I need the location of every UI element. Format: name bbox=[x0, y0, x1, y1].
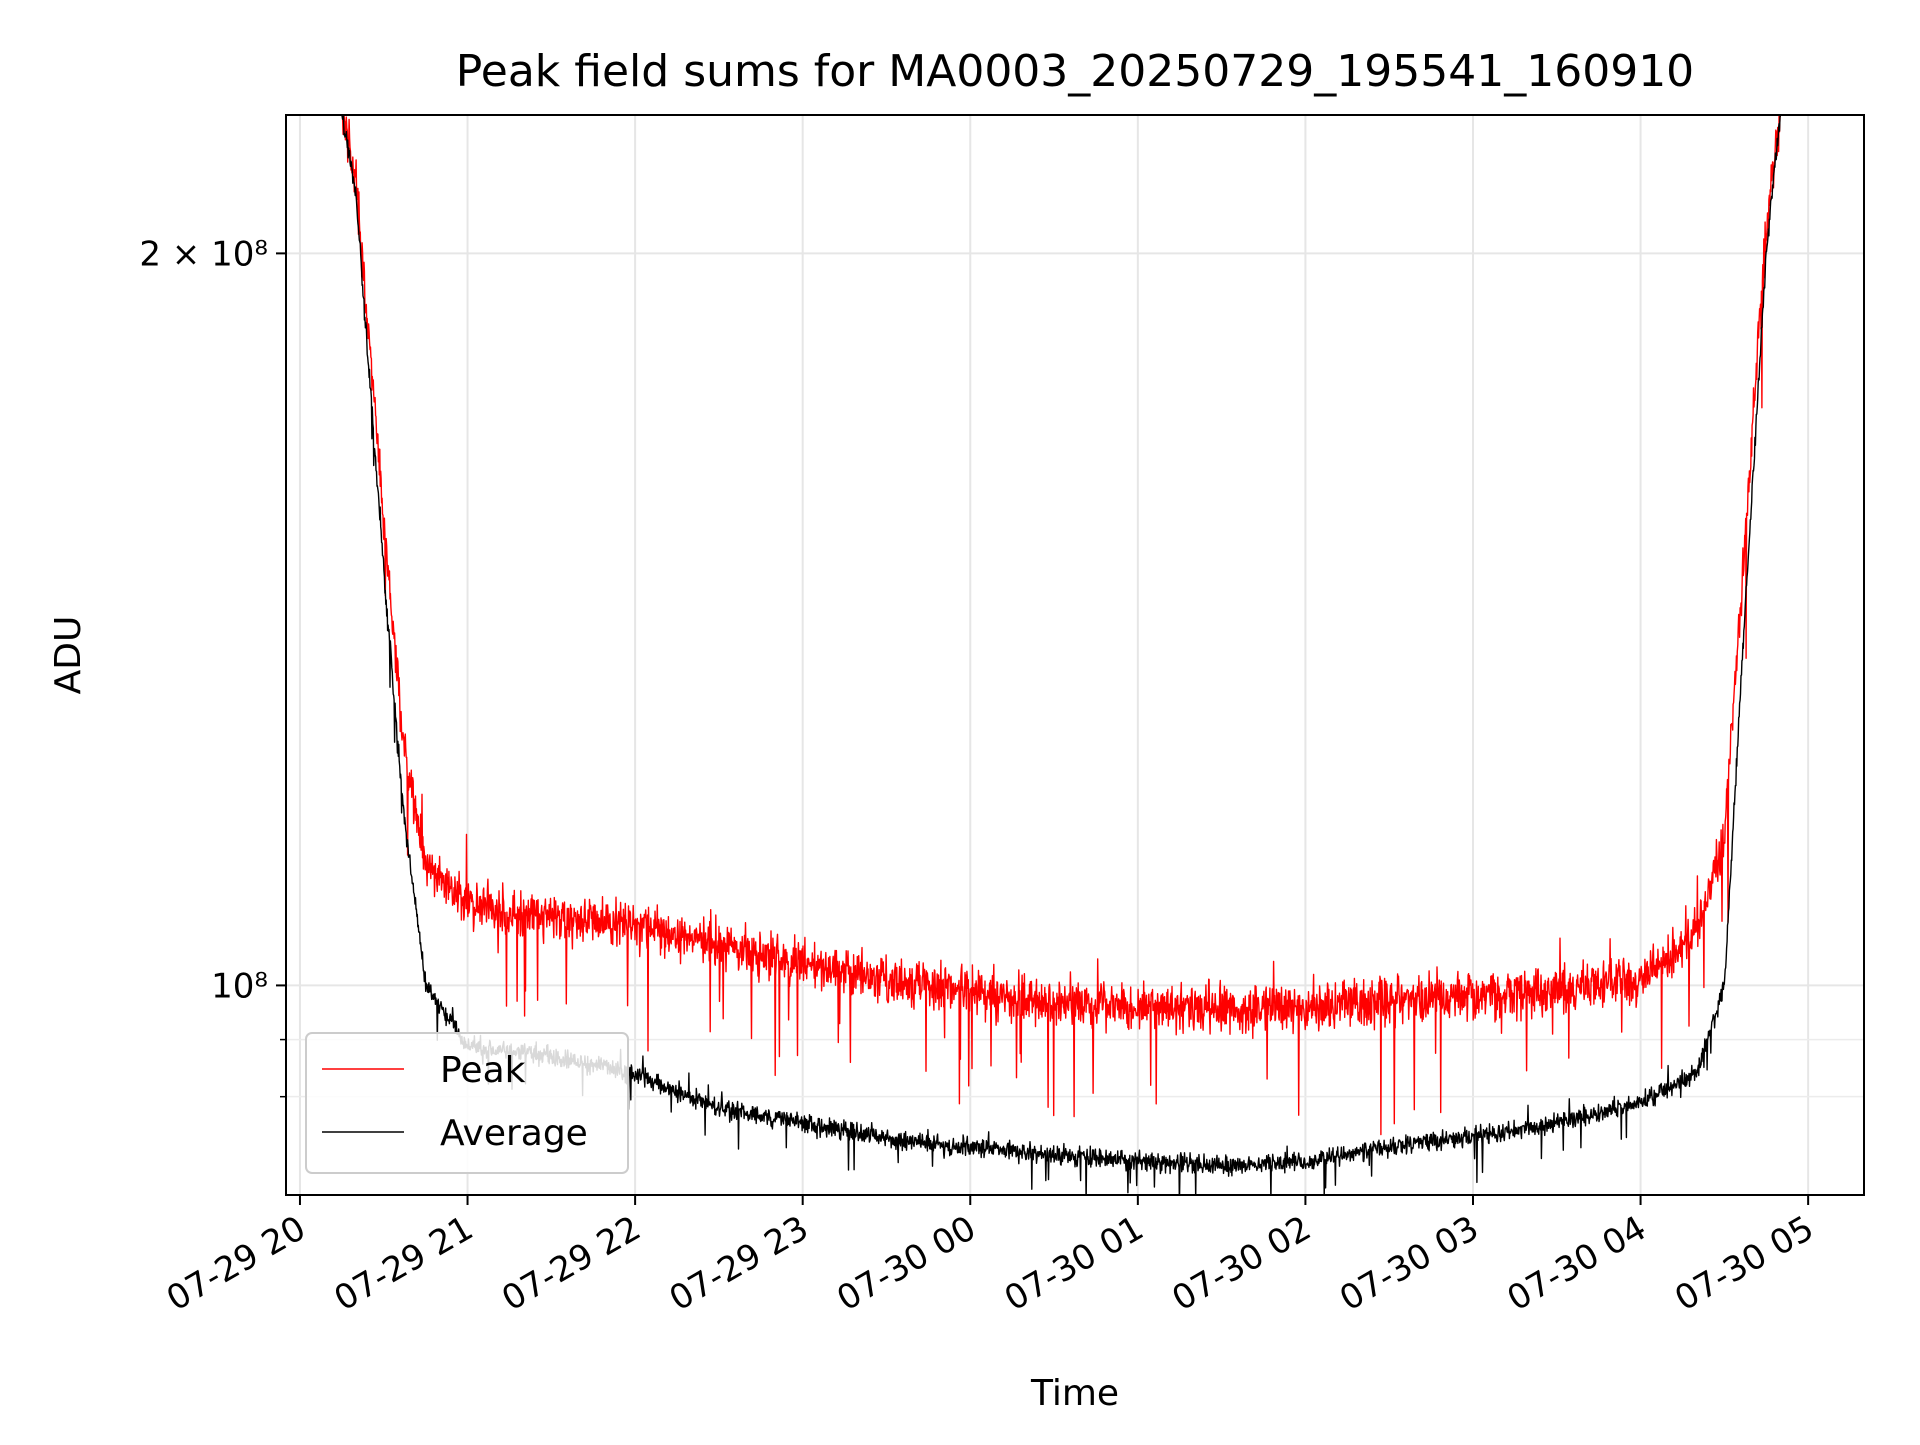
y-tick-label: 2 × 10⁸ bbox=[139, 234, 268, 274]
y-axis-label: ADU bbox=[48, 616, 89, 695]
legend-box bbox=[305, 1032, 629, 1174]
y-tick-label: 10⁸ bbox=[211, 966, 268, 1006]
x-axis-label: Time bbox=[1030, 1373, 1119, 1414]
series-line-peak bbox=[286, 115, 1864, 1136]
legend-label-average: Average bbox=[440, 1113, 588, 1154]
plot-frame bbox=[285, 114, 1865, 1196]
legend: Peak Average bbox=[305, 1032, 629, 1174]
y-axis: 2 × 10⁸ 10⁸ bbox=[139, 234, 286, 1098]
legend-label-peak: Peak bbox=[440, 1050, 526, 1091]
chart-title: Peak field sums for MA0003_20250729_1955… bbox=[456, 46, 1694, 97]
